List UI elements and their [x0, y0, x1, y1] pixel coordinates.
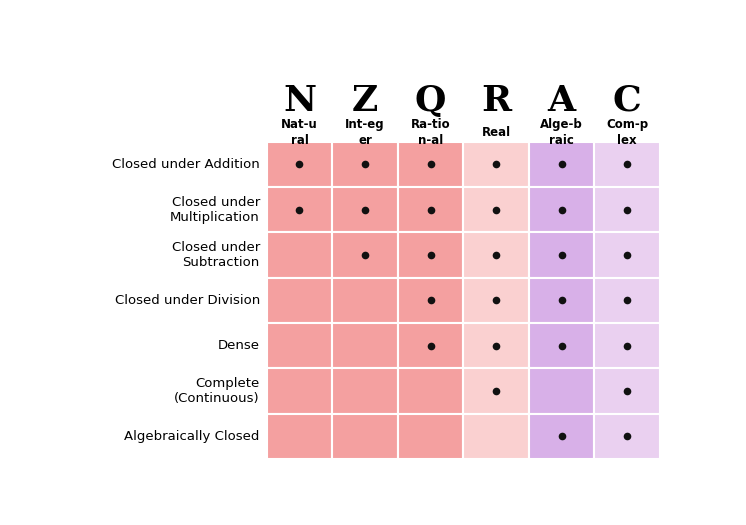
Bar	[595, 187, 659, 233]
Bar	[595, 278, 659, 323]
Text: Complete
(Continuous): Complete (Continuous)	[174, 377, 260, 405]
Bar	[463, 323, 529, 369]
Bar	[463, 278, 529, 323]
Bar	[267, 233, 332, 278]
Bar	[398, 233, 463, 278]
Text: Closed under
Subtraction: Closed under Subtraction	[172, 241, 260, 269]
Bar	[398, 323, 463, 369]
Text: Com-p
lex: Com-p lex	[606, 118, 648, 147]
Bar	[595, 369, 659, 414]
Text: Ra-tio
n-al: Ra-tio n-al	[411, 118, 451, 147]
Bar	[267, 278, 332, 323]
Bar	[529, 323, 595, 369]
Text: Dense: Dense	[218, 339, 260, 352]
Bar	[398, 369, 463, 414]
Bar	[529, 233, 595, 278]
Text: C: C	[612, 84, 642, 118]
Bar	[463, 414, 529, 459]
Text: Q: Q	[415, 84, 446, 118]
Text: N: N	[283, 84, 316, 118]
Text: Real: Real	[481, 126, 510, 139]
Text: Closed under Division: Closed under Division	[114, 294, 260, 307]
Bar	[267, 323, 332, 369]
Bar	[595, 233, 659, 278]
Text: Algebraically Closed: Algebraically Closed	[125, 430, 260, 443]
Bar	[595, 414, 659, 459]
Text: Alge-b
raic: Alge-b raic	[540, 118, 583, 147]
Text: Z: Z	[352, 84, 378, 118]
Bar	[398, 278, 463, 323]
Bar	[398, 414, 463, 459]
Bar	[332, 142, 398, 187]
Bar	[332, 323, 398, 369]
Bar	[529, 278, 595, 323]
Text: Int-eg
er: Int-eg er	[345, 118, 385, 147]
Bar	[332, 278, 398, 323]
Bar	[529, 187, 595, 233]
Text: R: R	[481, 84, 511, 118]
Bar	[529, 414, 595, 459]
Bar	[267, 414, 332, 459]
Bar	[463, 233, 529, 278]
Bar	[398, 142, 463, 187]
Text: Nat-u
ral: Nat-u ral	[281, 118, 318, 147]
Bar	[463, 142, 529, 187]
Bar	[267, 142, 332, 187]
Bar	[529, 369, 595, 414]
Bar	[463, 187, 529, 233]
Bar	[398, 187, 463, 233]
Bar	[529, 142, 595, 187]
Bar	[595, 142, 659, 187]
Text: Closed under Addition: Closed under Addition	[112, 158, 260, 171]
Bar	[332, 233, 398, 278]
Bar	[332, 187, 398, 233]
Bar	[267, 187, 332, 233]
Text: Closed under
Multiplication: Closed under Multiplication	[170, 196, 260, 224]
Text: A: A	[548, 84, 576, 118]
Bar	[332, 369, 398, 414]
Bar	[332, 414, 398, 459]
Bar	[463, 369, 529, 414]
Bar	[267, 369, 332, 414]
Bar	[595, 323, 659, 369]
